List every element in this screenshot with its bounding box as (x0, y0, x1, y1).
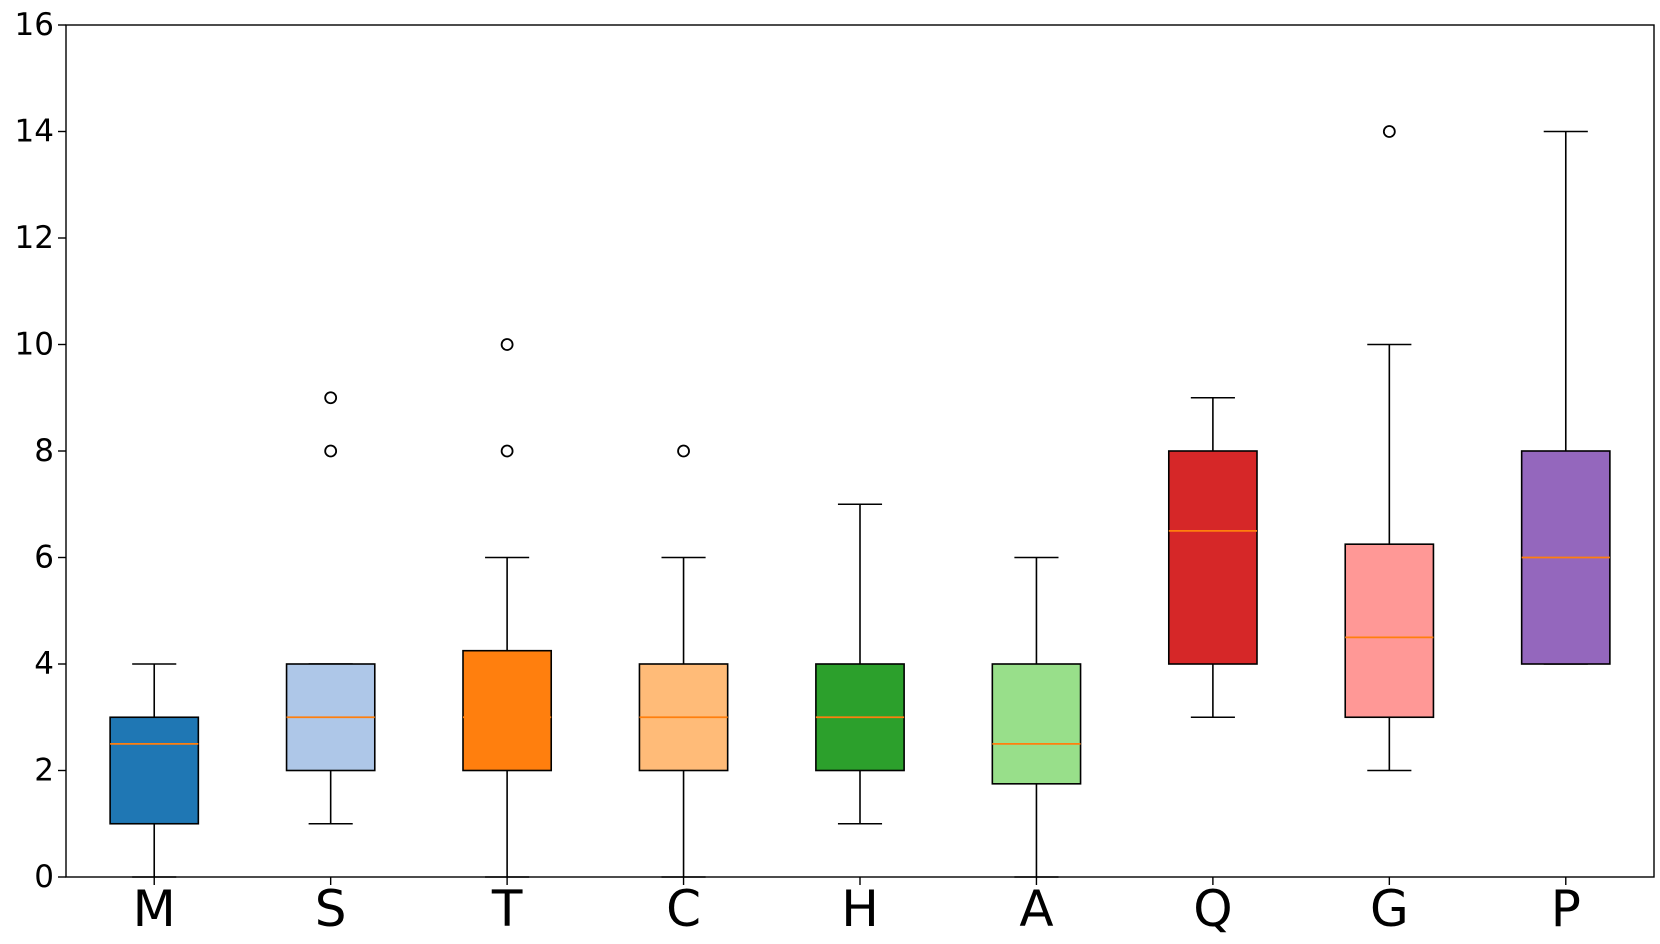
outlier-point (677, 444, 690, 458)
y-tick-label: 8 (34, 433, 54, 469)
box-p (1520, 130, 1611, 665)
x-tick-label: G (1370, 880, 1409, 938)
box-a (991, 556, 1082, 878)
y-tick-label: 4 (34, 646, 54, 682)
y-tick-label: 0 (34, 859, 54, 895)
outlier-point (500, 444, 514, 458)
box-m (109, 663, 200, 878)
x-tick-label: Q (1193, 880, 1232, 938)
box-s (285, 391, 376, 825)
box-body (109, 716, 200, 825)
box-q (1167, 396, 1258, 719)
box-body (462, 649, 553, 772)
outlier-point (500, 338, 514, 351)
box-body (991, 663, 1082, 785)
x-tick-label: T (491, 880, 523, 938)
x-tick-label: P (1551, 880, 1581, 938)
box-c (638, 444, 729, 878)
y-tick-label: 10 (15, 327, 54, 363)
box-body (1344, 543, 1435, 719)
outlier-point (324, 444, 338, 458)
x-tick-label: A (1019, 880, 1053, 938)
box-t (462, 338, 553, 878)
outlier-point (1382, 125, 1396, 138)
x-tick-label: C (666, 880, 701, 938)
box-g (1344, 125, 1435, 772)
y-tick-label: 16 (15, 7, 54, 43)
y-tick-label: 12 (15, 220, 54, 256)
y-tick-label: 14 (15, 114, 54, 150)
x-tick-label: M (133, 880, 176, 938)
box-h (815, 503, 905, 825)
y-tick-label: 6 (34, 540, 54, 576)
x-tick-label: S (315, 880, 347, 938)
outlier-point (324, 391, 338, 405)
y-tick-label: 2 (34, 753, 54, 789)
y-axis: 0 2 4 6 8 10 12 14 16 (15, 7, 66, 895)
box-body (1167, 450, 1258, 665)
x-tick-label: H (841, 880, 879, 938)
plot-frame (65, 24, 1655, 878)
boxes (109, 125, 1611, 878)
